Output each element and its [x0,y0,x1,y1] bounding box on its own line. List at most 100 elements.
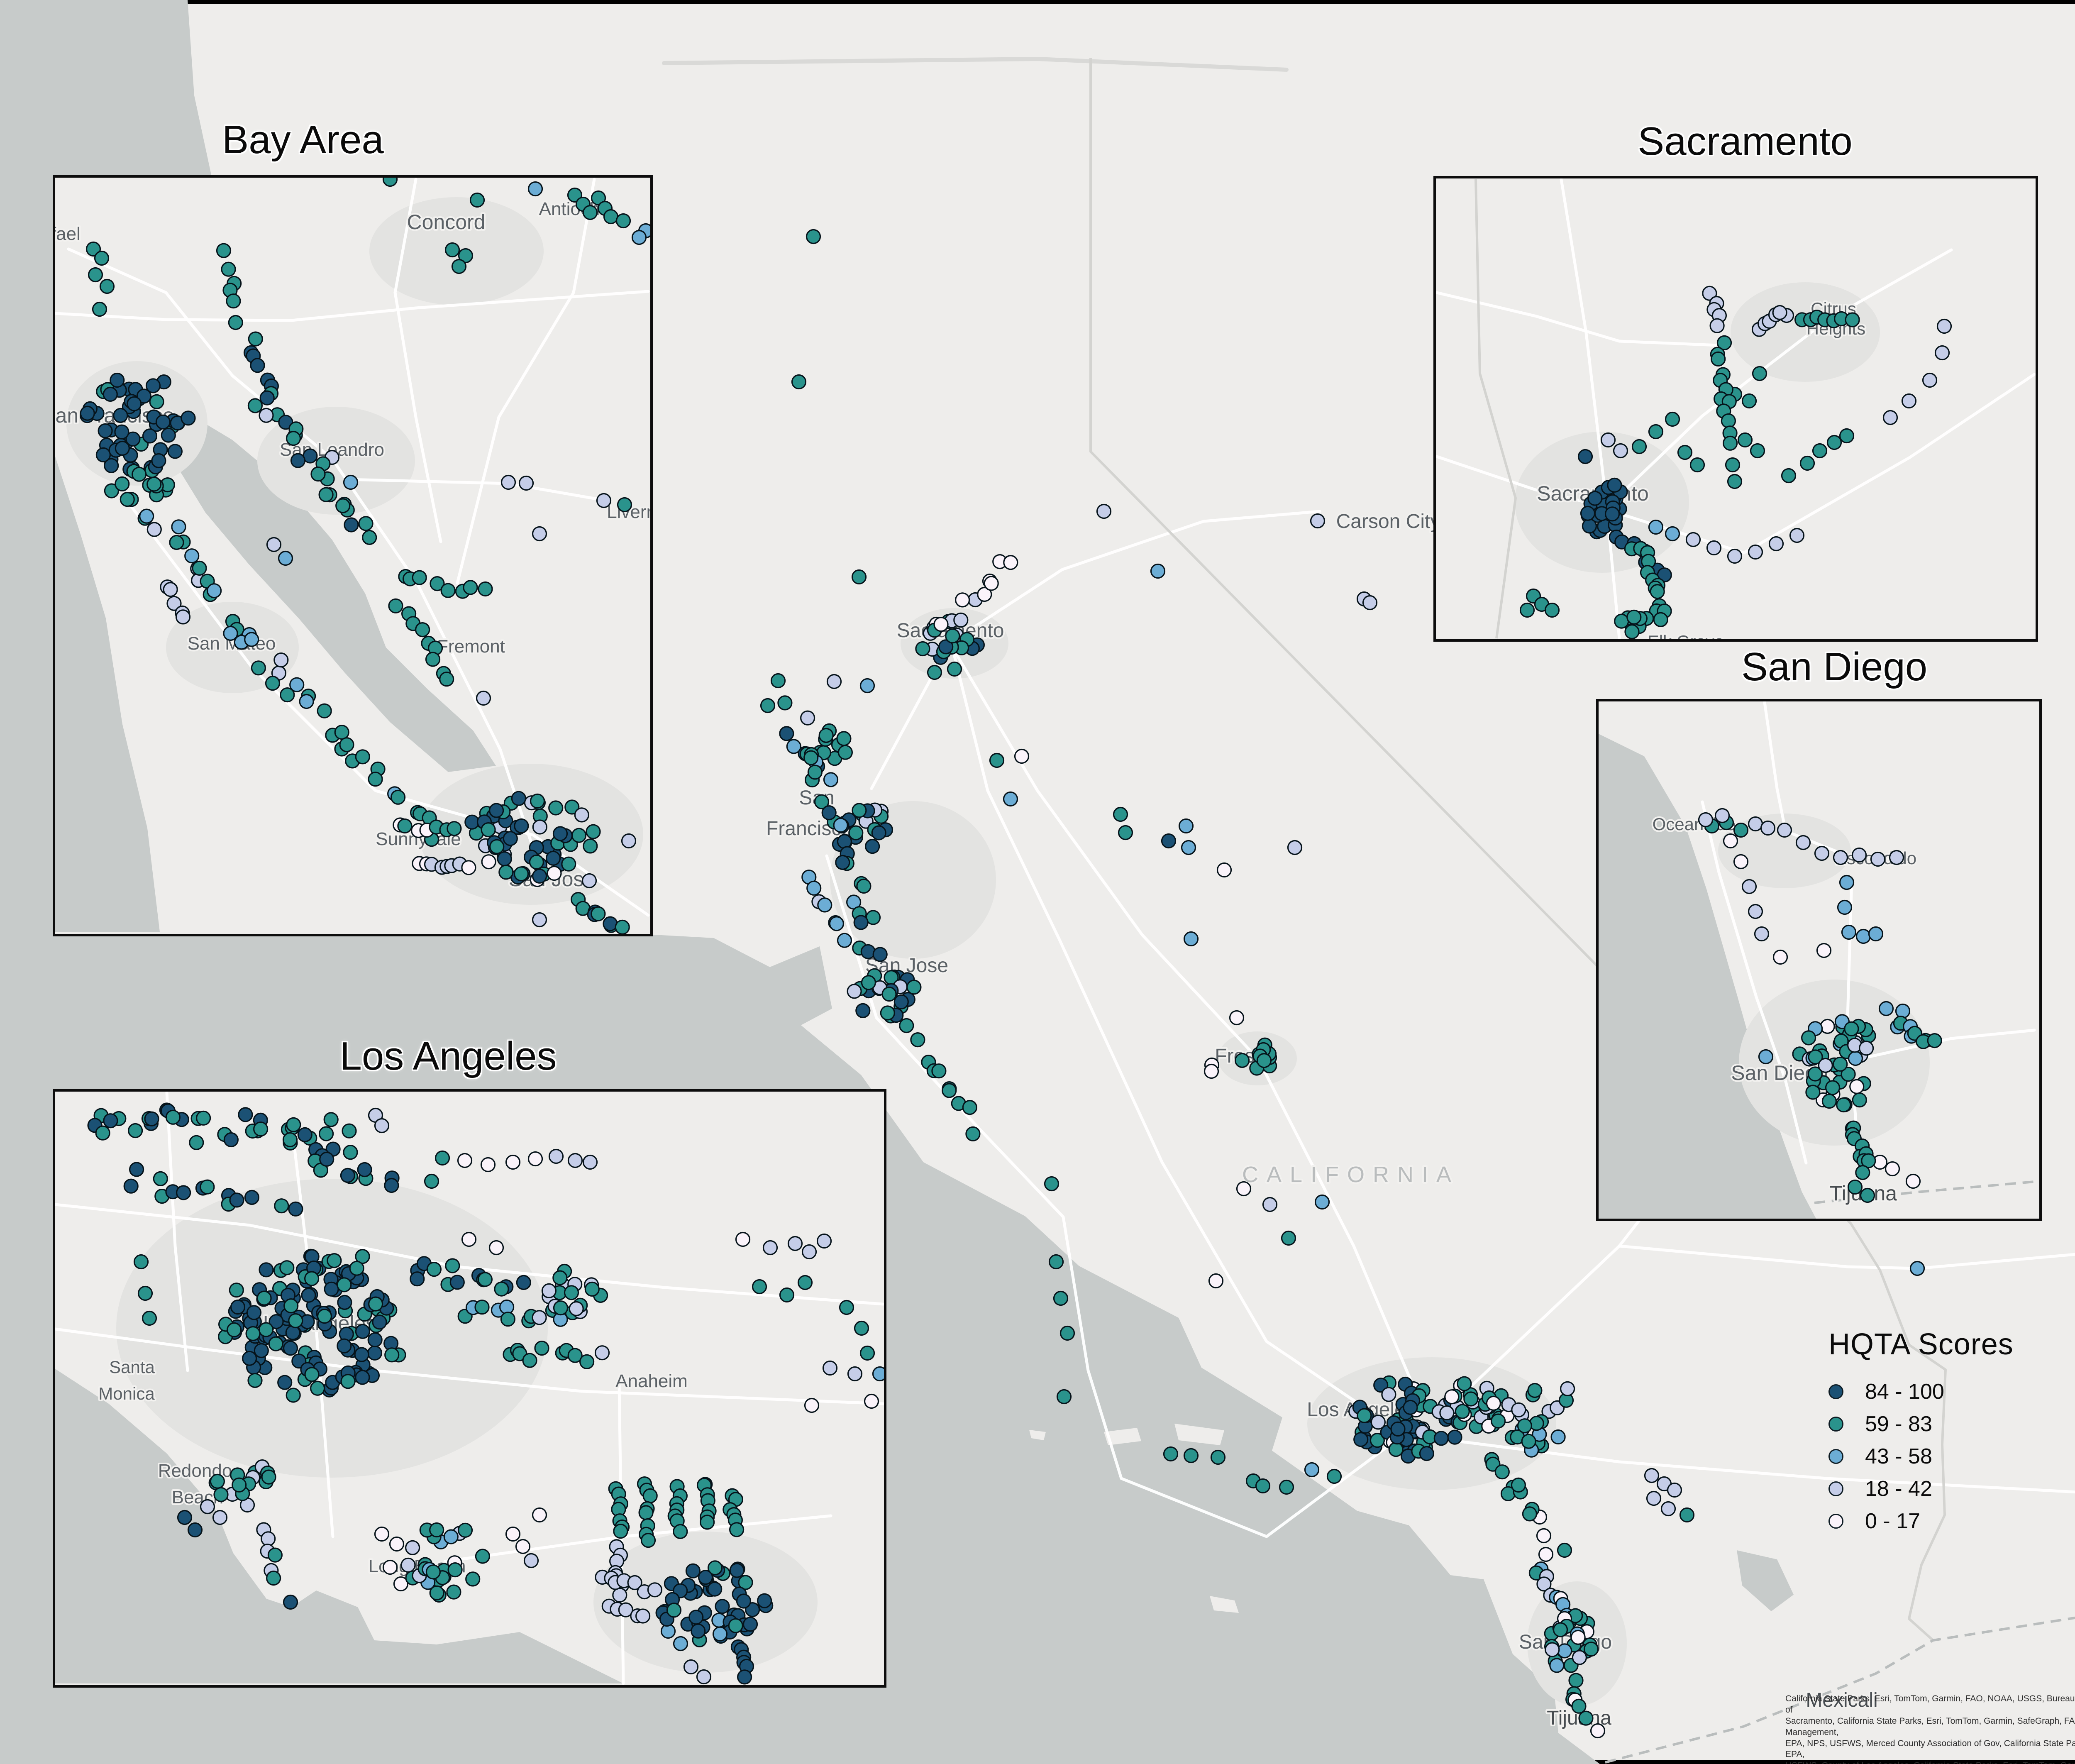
hqta-point [167,444,183,459]
hqta-point [1521,1434,1536,1449]
hqta-point [1801,1030,1816,1046]
hqta-point [1851,847,1867,863]
hqta-point [304,1367,320,1382]
hqta-point [1550,1429,1566,1445]
hqta-point [481,822,496,838]
hqta-point [1789,528,1805,543]
road [1838,1029,2036,1065]
hqta-point [368,1296,383,1312]
hqta-point [1433,1431,1449,1446]
inset-title-los-angeles: Los Angeles [339,1034,557,1078]
hqta-point [273,652,289,668]
hqta-point [1560,1381,1575,1396]
hqta-point [1511,1477,1526,1493]
hqta-point [899,1018,914,1033]
hqta-point [806,880,822,896]
place-label: Livermore [607,502,650,522]
hqta-point [256,1290,272,1306]
hqta-point [443,1529,459,1544]
hqta-point [290,453,306,468]
hqta-point [128,1123,143,1139]
hqta-point [355,1324,371,1339]
hqta-point [821,805,837,821]
hqta-point [139,508,154,524]
hqta-point [737,1669,752,1685]
hqta-point [548,800,564,816]
hqta-point [564,799,580,815]
hqta-point [226,293,241,309]
hqta-point [1494,1464,1510,1480]
hqta-point [145,378,161,393]
hqta-point [367,1345,383,1361]
hqta-point [1861,1153,1876,1168]
urban-area [593,1532,818,1673]
hqta-point [267,1547,283,1563]
hqta-point [864,1393,879,1409]
hqta-point [327,1253,342,1268]
road [1618,1244,2075,1270]
hqta-point [355,1370,370,1385]
legend-swatch [1828,1417,1843,1432]
hqta-point [192,560,207,576]
hqta-point [445,1258,460,1273]
hqta-point [1685,532,1701,547]
hqta-point [638,1505,654,1520]
hqta-point [712,1626,728,1642]
hqta-point [103,386,118,402]
hqta-point [603,209,619,225]
hqta-point [425,652,441,667]
hqta-point [837,834,852,849]
hqta-point [1836,1097,1851,1113]
hqta-point [699,1515,715,1530]
hqta-point [1522,1506,1537,1522]
hqta-point [113,408,128,423]
hqta-point [457,1153,473,1168]
hqta-point [532,1507,547,1523]
water-body [172,409,496,772]
hqta-point [1549,1658,1565,1673]
hqta-point [415,622,430,638]
hqta-point [612,1587,627,1603]
hqta-point [541,1283,557,1298]
hqta-point [216,243,232,258]
hqta-point [729,1563,745,1578]
hqta-point [1934,345,1950,361]
hqta-point [1096,503,1112,519]
hqta-point [933,617,949,632]
hqta-point [132,467,147,482]
hqta-point [977,586,992,602]
hqta-point [1758,1049,1774,1065]
hqta-point [569,1301,584,1317]
hqta-point [151,453,166,469]
hqta-point [527,181,543,197]
hqta-point [906,980,922,995]
hqta-point [177,1510,193,1525]
hqta-point [1922,372,1938,388]
hqta-point [835,855,850,870]
inset-san-diego: OceansideEscondidoSan DiegoTijuana [1596,699,2042,1221]
hqta-point [955,592,970,608]
hqta-point [859,678,875,694]
hqta-point [1754,926,1770,942]
hqta-point [374,1118,390,1134]
hqta-point [429,1585,444,1600]
hqta-point [1178,818,1194,834]
road [950,641,1391,1426]
hqta-point [1631,439,1647,454]
hqta-point [469,192,485,208]
hqta-point [762,1240,778,1256]
hqta-point [673,1524,688,1539]
hqta-point [532,868,547,884]
hqta-point [865,838,880,854]
hqta-point [829,916,845,931]
hqta-point [95,1125,110,1141]
hqta-point [1725,457,1741,473]
hqta-point [735,1231,751,1247]
hqta-point [223,625,238,641]
map-attribution: California State Parks, Esri, TomTom, Ga… [1785,1693,2075,1764]
hqta-point [426,1262,442,1277]
hqta-point [1326,1468,1342,1484]
hqta-point [480,1157,496,1173]
hqta-point [146,522,162,537]
hqta-point [80,406,95,421]
